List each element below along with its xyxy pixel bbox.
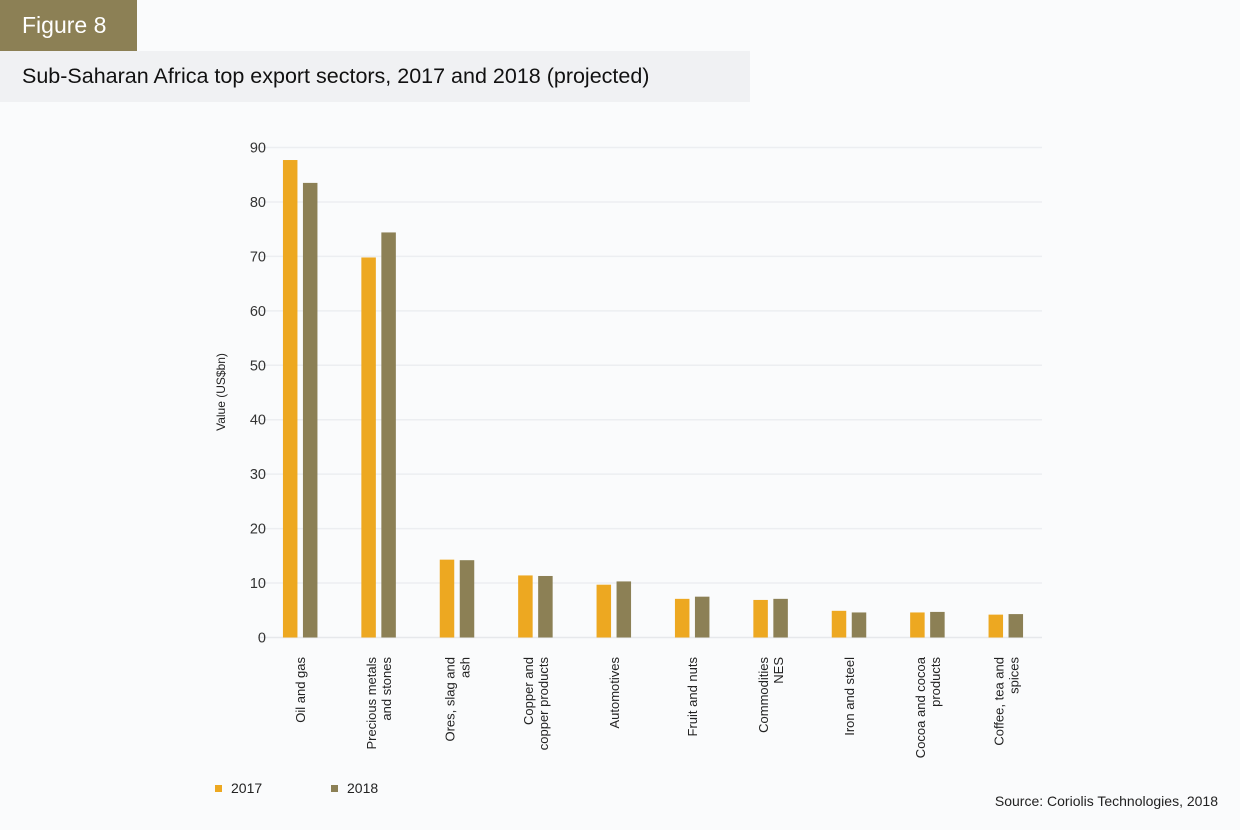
bar-2018 — [538, 575, 553, 638]
bar-2017 — [831, 610, 847, 638]
bar-2017 — [910, 612, 925, 638]
y-tick-label: 0 — [258, 631, 266, 647]
x-tick-label: Cocoa and cocoa — [913, 656, 928, 758]
title-band: Sub-Saharan Africa top export sectors, 2… — [0, 51, 750, 102]
bar-2018 — [851, 612, 867, 638]
legend-item-2017: 2017 — [215, 780, 262, 796]
legend-item-2018: 2018 — [331, 780, 378, 796]
legend-label-2017: 2017 — [231, 780, 263, 796]
legend-swatch-2018 — [331, 784, 338, 792]
chart-title: Sub-Saharan Africa top export sectors, 2… — [22, 64, 650, 88]
x-tick-label: products — [928, 657, 943, 707]
bar-2017 — [988, 614, 1004, 638]
y-tick-label: 50 — [250, 358, 266, 374]
x-tick-label: Commodities — [756, 657, 771, 733]
y-axis-label: Value (US$bn) — [214, 353, 228, 431]
bar-2017 — [361, 257, 376, 638]
bar-2017 — [753, 599, 768, 638]
bar-2018 — [773, 598, 788, 638]
bar-2018 — [616, 581, 632, 638]
y-tick-label: 20 — [250, 522, 266, 538]
bar-2017 — [282, 160, 298, 638]
x-tick-label: Coffee, tea and — [991, 657, 1006, 746]
bar-2018 — [459, 560, 475, 638]
legend-label-2018: 2018 — [347, 780, 379, 796]
bar-2017 — [518, 575, 533, 638]
y-tick-label: 80 — [250, 195, 266, 211]
x-tick-label: Oil and gas — [293, 657, 308, 723]
x-tick-label: Automotives — [607, 657, 622, 729]
bar-2018 — [302, 182, 318, 638]
y-tick-label: 30 — [250, 467, 266, 483]
y-tick-label: 60 — [250, 304, 266, 320]
bar-2018 — [930, 611, 945, 638]
bar-2017 — [596, 584, 612, 638]
bar-2018 — [381, 232, 396, 638]
bar-2018 — [694, 596, 710, 638]
bar-2017 — [674, 598, 690, 638]
x-tick-label: NES — [771, 657, 786, 684]
source-note: Source: Coriolis Technologies, 2018 — [994, 793, 1218, 809]
x-tick-label: copper products — [536, 657, 551, 751]
x-tick-label: and stones — [379, 657, 394, 721]
figure-label: Figure 8 — [0, 0, 137, 51]
x-tick-label: Copper and — [521, 657, 536, 725]
x-tick-label: ash — [458, 657, 473, 678]
x-tick-label: Precious metals — [364, 657, 379, 750]
x-tick-label: Ores, slag and — [443, 657, 458, 742]
x-tick-label: Fruit and nuts — [685, 657, 700, 737]
bar-2018 — [1008, 614, 1024, 638]
y-tick-label: 10 — [250, 576, 266, 592]
y-tick-label: 70 — [250, 249, 266, 265]
legend-swatch-2017 — [215, 784, 222, 792]
x-tick-label: spices — [1006, 657, 1021, 694]
y-tick-label: 40 — [250, 413, 266, 429]
bar-2017 — [439, 559, 455, 638]
x-tick-label: Iron and steel — [842, 657, 857, 736]
y-tick-label: 90 — [250, 141, 266, 157]
